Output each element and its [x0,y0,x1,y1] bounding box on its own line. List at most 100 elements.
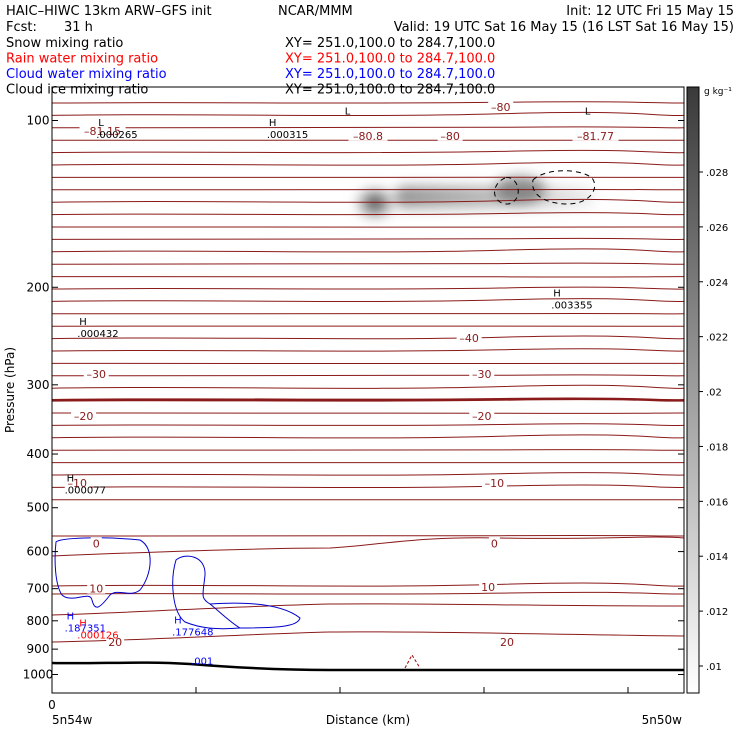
colorbar-tick-label-2: .014 [706,552,728,563]
y-tick-label-5: 600 [27,545,50,559]
temp-contour-line [51,484,685,489]
contour-label-bg [498,636,517,648]
contour-label-10: –10 [68,477,88,490]
colorbar-tick-label-5: .02 [706,388,722,399]
contour-label-2: –80 [440,130,460,143]
y-tick-label-4: 500 [27,501,50,515]
field-xy-0: XY= 251.0,100.0 to 284.7,100.0 [285,36,495,51]
plot-frame [51,86,685,694]
contour-label-3: –80 [491,101,511,114]
temp-contour-line [51,472,685,476]
y-tick-label-0: 100 [27,114,50,128]
x-tick-label-0: 0 [48,698,56,712]
contour-label-bg [71,410,97,422]
colorbar-tick-label-4: .018 [706,442,728,453]
extrema-type-8: H [79,619,87,630]
temp-contour-line [51,449,685,451]
colorbar-tick-label-7: .024 [706,278,728,289]
contour-label-bg [90,537,102,549]
colorbar-tick-label-6: .022 [706,333,728,344]
contour-label-5: –40 [459,332,479,345]
field-name-2: Cloud water mixing ratio [6,67,167,82]
extrema-value-7: .187351 [65,623,106,634]
temp-contour-line [51,198,685,203]
contour-label-9: –20 [472,410,492,423]
temp-contour-line [51,101,685,104]
extrema-type-3: L [585,107,591,118]
x-endpoint-right: 5n50w [642,713,683,727]
contour-label-14: 10 [89,583,103,596]
ice-contours [494,170,596,205]
y-tick-label-8: 900 [27,642,50,656]
temp-contour-line [51,262,685,265]
field-name-0: Snow mixing ratio [6,36,123,51]
x-endpoint-left: 5n54w [52,713,93,727]
extrema-value-6: .000077 [65,486,106,497]
temp-contour-line [51,582,685,587]
contour-label-15: 10 [481,581,495,594]
temperature-contours [51,101,685,643]
colorbar: g kg⁻¹ .01 .012 .014 .016 .018 .02 .022 .024 .02… [686,86,732,694]
temp-contour-line [51,384,685,389]
ice-core [353,185,397,221]
contour-label-bg [106,636,125,648]
temp-contour-line [51,348,685,352]
field-name-3: Cloud ice mixing ratio [6,83,148,98]
colorbar-tick-label-3: .016 [706,497,728,508]
temp-contour-zero [51,397,685,402]
extrema-type-9: H [174,616,182,627]
extrema-type-2: L [345,107,351,118]
temp-contour-line [51,335,685,340]
temp-contour-line [51,536,685,557]
contour-label-bg [348,129,388,141]
temp-contour-line [51,631,685,643]
cloud-water-contour-2 [172,555,301,630]
temp-contour-line [51,126,685,129]
colorbar-tick-label-0: .01 [706,662,722,673]
extrema-value-8: .000126 [77,631,118,642]
y-tick-label-6: 700 [27,582,50,596]
contour-label-4: –81.77 [577,130,614,143]
temp-contour-line [51,423,685,427]
contour-label-12: 0 [93,537,100,550]
y-tick-label-9: 1000 [23,667,54,681]
cloud-water-contour-3 [209,603,241,629]
y-tick-label-2: 300 [27,378,50,392]
field-xy-3: XY= 251.0,100.0 to 284.7,100.0 [285,83,495,98]
contour-label-7: –30 [472,368,492,381]
temp-contour-line [51,374,685,377]
x-axis: 0 5n54w Distance (km) 5n50w [48,687,682,727]
extrema-type-4: H [79,317,87,328]
temp-contour-line [51,434,685,439]
contour-label-8: –20 [74,410,94,423]
colorbar-tick-label-9: .028 [706,168,728,179]
temp-contour-line [51,237,685,240]
ground-surface [51,661,684,672]
contour-label-bg [469,410,495,422]
temp-contour-line [51,591,685,595]
contour-label-13: 0 [491,537,498,550]
temp-contour-line [51,534,685,537]
institution-label: NCAR/MMM [278,4,353,19]
ice-shading [353,176,595,221]
extrema-type-6: H [67,474,75,485]
contour-label-bg [437,129,463,141]
model-title: HAIC–HIWC 13km ARW–GFS init [6,4,212,19]
colorbar-tick-label-1: .012 [706,607,728,618]
extrema-value-10: .001 [191,656,213,667]
contour-label-17: 20 [500,636,514,649]
y-tick-label-1: 200 [27,280,50,294]
valid-time: Valid: 19 UTC Sat 16 May 15 (16 LST Sat … [394,20,734,35]
temp-contour-line [51,603,685,616]
contour-label-bg [79,125,126,137]
contour-label-bg [481,476,507,488]
extrema-value-5: .003355 [551,300,592,311]
temp-contour-line [51,212,685,216]
temp-contour-line [51,111,685,117]
ice-contour-2 [532,170,596,205]
contour-labels: –81.15 –80.8 –80 –80 –81.77 –40 –30 –30 –20 –20 –1… [64,101,619,649]
colorbar-unit: g kg⁻¹ [704,87,732,97]
init-time: Init: 12 UTC Fri 15 May 15 [566,4,734,19]
